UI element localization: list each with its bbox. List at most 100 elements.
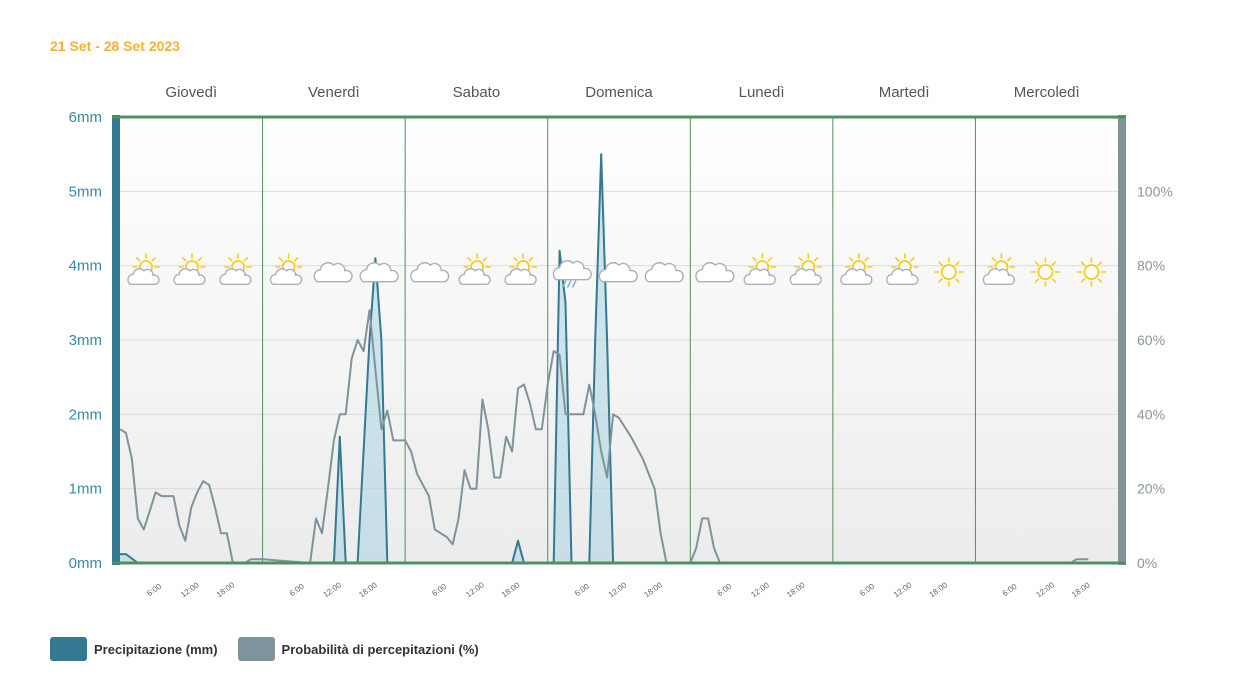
rain-icon — [552, 260, 592, 288]
probability-line — [119, 309, 1089, 564]
sun-ray — [228, 257, 233, 262]
hour-tick: 18:00 — [785, 580, 807, 599]
sun-ray — [955, 261, 960, 266]
cloud-shape — [173, 268, 206, 285]
y-tick-right: 60% — [1137, 332, 1165, 348]
cloud-icon — [695, 262, 735, 283]
legend-item-precipitation[interactable]: Precipitazione (mm) — [50, 637, 218, 661]
sun-icon — [1076, 257, 1107, 287]
hour-tick: 12:00 — [322, 580, 344, 599]
y-tick-right: 0% — [1137, 555, 1157, 571]
cloud-shape — [695, 262, 735, 283]
sun-cloud-icon — [173, 253, 206, 285]
sun-ray — [910, 257, 915, 262]
precipitation-area — [120, 154, 1118, 563]
sun-ray — [197, 257, 202, 262]
hour-tick: 6:00 — [430, 581, 448, 598]
sun-cloud-icon — [982, 253, 1016, 285]
day-label: Sabato — [453, 84, 501, 101]
sun-ray — [752, 257, 757, 262]
sun-ray — [136, 257, 141, 262]
hour-tick: 12:00 — [464, 580, 486, 599]
day-label: Mercoledì — [1014, 84, 1080, 101]
right-axis-bar — [1118, 115, 1126, 565]
sun-disc — [1083, 264, 1100, 280]
y-tick-right: 100% — [1137, 183, 1173, 199]
sun-ray — [938, 261, 943, 266]
sun-ray — [848, 257, 854, 262]
sun-ray — [1034, 261, 1040, 266]
cloud-shape — [458, 268, 491, 285]
rain-drop — [567, 280, 572, 288]
sun-cloud-icon — [458, 253, 491, 285]
day-label: Giovedì — [165, 84, 217, 101]
y-tick-right: 40% — [1137, 406, 1165, 422]
sun-ray — [1080, 261, 1086, 266]
cloud-shape — [886, 268, 919, 285]
day-label: Martedì — [879, 84, 930, 101]
sun-ray — [894, 257, 900, 262]
sun-ray — [467, 257, 472, 262]
sun-ray — [1051, 278, 1057, 283]
day-label: Domenica — [585, 84, 653, 101]
y-tick-right: 20% — [1137, 481, 1165, 497]
hour-tick: 12:00 — [749, 580, 771, 599]
sun-ray — [1051, 261, 1057, 266]
hour-tick: 6:00 — [1001, 582, 1019, 599]
y-tick-left: 5mm — [69, 183, 102, 200]
sun-ray — [1080, 278, 1086, 283]
sun-ray — [1006, 257, 1012, 262]
hour-tick: 6:00 — [288, 581, 306, 598]
cloud-shape — [598, 262, 638, 283]
sun-ray — [151, 257, 156, 262]
cloud-icon — [313, 262, 353, 283]
sun-cloud-icon — [743, 253, 777, 285]
cloud-shape — [840, 268, 873, 285]
hour-tick: 18:00 — [357, 580, 379, 599]
day-label: Lunedì — [739, 84, 785, 101]
sun-ray — [182, 257, 187, 262]
sun-ray — [991, 257, 996, 262]
legend-item-probability[interactable]: Probabilità di percepitazioni (%) — [237, 637, 479, 661]
cloud-shape — [127, 268, 160, 285]
hour-tick: 6:00 — [716, 581, 734, 598]
sun-cloud-icon — [504, 253, 537, 285]
sun-icon — [934, 257, 964, 287]
legend-swatch-probability — [237, 637, 275, 661]
sun-ray — [294, 257, 299, 262]
legend: Precipitazione (mm) Probabilità di perce… — [50, 637, 499, 661]
sun-cloud-icon — [269, 253, 303, 285]
legend-label-probability: Probabilità di percepitazioni (%) — [281, 641, 479, 657]
sun-disc — [940, 264, 957, 280]
hour-tick: 18:00 — [1070, 580, 1092, 599]
sun-cloud-icon — [219, 253, 252, 285]
sun-ray — [482, 257, 488, 262]
legend-swatch-precipitation — [50, 637, 87, 661]
cloud-icon — [410, 262, 450, 283]
sun-ray — [1097, 278, 1103, 283]
sun-cloud-icon — [789, 253, 823, 285]
sun-ray — [864, 257, 869, 262]
cloud-shape — [982, 268, 1016, 285]
hour-tick: 6:00 — [573, 582, 591, 599]
cloud-shape — [410, 262, 450, 283]
sun-ray — [955, 278, 960, 283]
cloud-shape — [789, 268, 822, 285]
cloud-shape — [269, 268, 303, 285]
sun-cloud-icon — [886, 253, 919, 285]
y-tick-left: 6mm — [69, 109, 102, 126]
legend-label-precipitation: Precipitazione (mm) — [94, 641, 218, 657]
sun-ray — [513, 257, 518, 262]
rain-drop — [562, 280, 567, 288]
sun-ray — [767, 257, 773, 262]
hour-tick: 6:00 — [858, 581, 876, 598]
y-tick-left: 0mm — [69, 555, 102, 572]
cloud-shape — [552, 260, 592, 281]
date-range: 21 Set - 28 Set 2023 — [50, 38, 180, 54]
hour-tick: 18:00 — [215, 580, 237, 599]
sun-ray — [1034, 278, 1040, 283]
sun-ray — [278, 257, 284, 262]
day-label: Venerdì — [308, 84, 360, 101]
cloud-icon — [644, 262, 684, 283]
cloud-shape — [743, 268, 776, 285]
